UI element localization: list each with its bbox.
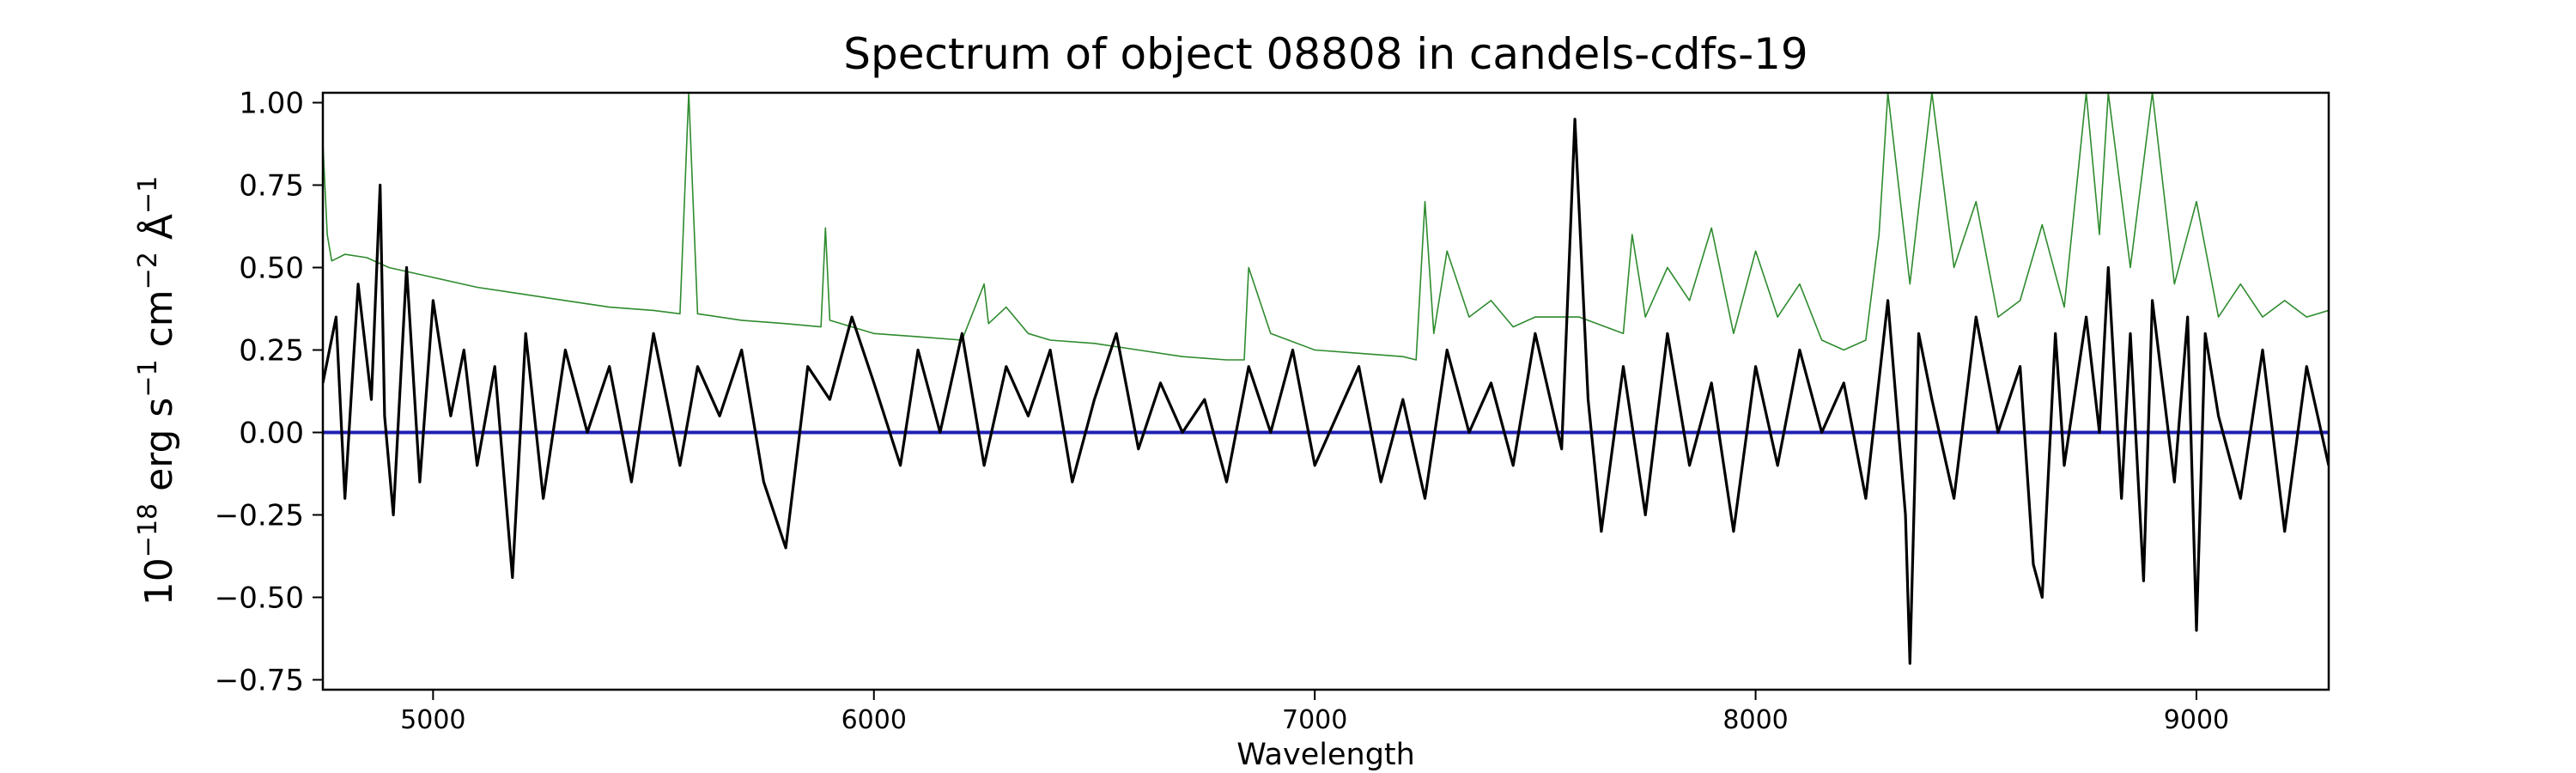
series-layer <box>323 93 2329 665</box>
y-label-u3-exp: −1 <box>133 176 163 214</box>
y-tick-label: 0.25 <box>239 334 304 368</box>
y-label-u1-exp: −1 <box>133 359 163 397</box>
x-tick-label: 7000 <box>1282 705 1347 735</box>
y-tick-label: −0.50 <box>215 581 304 615</box>
x-ticks: 5000 6000 7000 8000 9000 <box>400 690 2229 735</box>
plot-frame <box>321 91 2330 691</box>
x-tick-label: 5000 <box>400 705 465 735</box>
y-tick-label: 0.50 <box>239 252 304 286</box>
y-label-u2-exp: −2 <box>133 252 163 289</box>
x-tick-label: 8000 <box>1722 705 1788 735</box>
x-tick-label: 6000 <box>841 705 907 735</box>
y-tick-label: 0.75 <box>239 169 304 204</box>
y-label-base: 10 <box>137 557 181 606</box>
series-line-error <box>323 93 2329 361</box>
y-tick-label: −0.25 <box>215 498 304 533</box>
y-axis-label: 10−18 erg s−1 cm−2 Å−1 <box>133 176 181 606</box>
x-axis-label: Wavelength <box>1236 738 1415 772</box>
y-ticks: −0.75 −0.50 −0.25 0.00 0.25 0.50 0.75 1.00 <box>215 87 323 697</box>
y-label-base-exp: −18 <box>133 503 163 557</box>
y-label-u2: cm <box>137 289 181 359</box>
y-label-u1: erg s <box>137 398 181 503</box>
y-label-u3: Å <box>136 214 181 252</box>
y-tick-label: −0.75 <box>215 663 304 697</box>
y-tick-label: 1.00 <box>239 87 304 121</box>
chart-title: Spectrum of object 08808 in candels-cdfs… <box>843 29 1808 79</box>
series-line-flux <box>323 118 2329 665</box>
y-tick-label: 0.00 <box>239 416 304 450</box>
x-tick-label: 9000 <box>2164 705 2229 735</box>
